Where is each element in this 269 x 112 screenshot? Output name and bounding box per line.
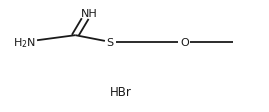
Text: S: S <box>107 38 114 47</box>
Text: NH: NH <box>80 9 97 18</box>
Text: HBr: HBr <box>110 85 132 98</box>
Text: H$_2$N: H$_2$N <box>13 36 36 49</box>
Text: O: O <box>180 38 189 47</box>
